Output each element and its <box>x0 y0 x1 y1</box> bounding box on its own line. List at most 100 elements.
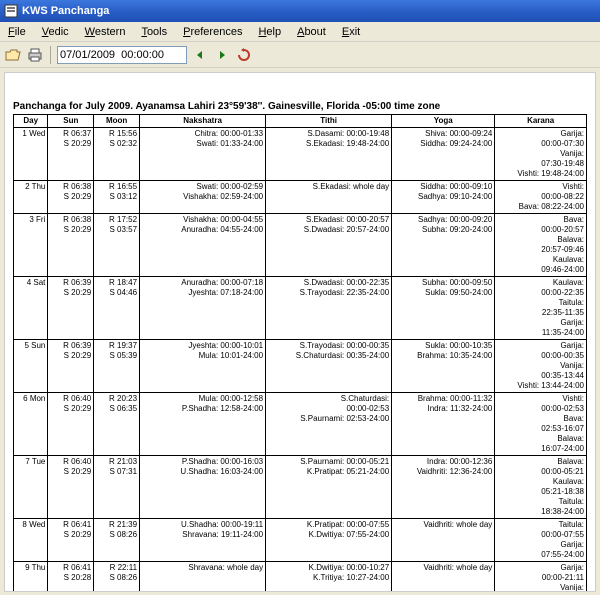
cell-day: 9 Thu <box>14 562 48 593</box>
cell-kar: Taitula: 00:00-07:55 Garija: 07:55-24:00 <box>495 519 587 562</box>
cell-tit: S.Dwadasi: 00:00-22:35 S.Trayodasi: 22:3… <box>266 277 392 340</box>
open-icon[interactable] <box>4 46 22 64</box>
menu-bar: File Vedic Western Tools Preferences Hel… <box>0 22 600 42</box>
cell-sun: R 06:41 S 20:29 <box>48 519 94 562</box>
cell-moon: R 21:03 S 07:31 <box>94 456 140 519</box>
cell-nak: Mula: 00:00-12:58 P.Shadha: 12:58-24:00 <box>140 393 266 456</box>
cell-yog: Sukla: 00:00-10:35 Brahma: 10:35-24:00 <box>392 340 495 393</box>
cell-yog: Siddha: 00:00-09:10 Sadhya: 09:10-24:00 <box>392 181 495 214</box>
cell-kar: Garija: 00:00-21:11 Vanija: <box>495 562 587 593</box>
menu-vedic[interactable]: Vedic <box>34 24 77 40</box>
cell-yog: Vaidhriti: whole day <box>392 519 495 562</box>
cell-moon: R 15:56 S 02:32 <box>94 128 140 181</box>
menu-western[interactable]: Western <box>77 24 134 40</box>
cell-sun: R 06:40 S 20:29 <box>48 456 94 519</box>
cell-sun: R 06:38 S 20:29 <box>48 181 94 214</box>
cell-day: 2 Thu <box>14 181 48 214</box>
table-row: 4 SatR 06:39 S 20:29R 18:47 S 04:46Anura… <box>14 277 587 340</box>
cell-sun: R 06:37 S 20:29 <box>48 128 94 181</box>
cell-yog: Vaidhriti: whole day <box>392 562 495 593</box>
menu-about[interactable]: About <box>289 24 334 40</box>
cell-moon: R 19:37 S 05:39 <box>94 340 140 393</box>
table-row: 8 WedR 06:41 S 20:29R 21:39 S 08:26U.Sha… <box>14 519 587 562</box>
table-row: 3 FriR 06:38 S 20:29R 17:52 S 03:57Visha… <box>14 214 587 277</box>
col-header: Yoga <box>392 115 495 128</box>
col-header: Tithi <box>266 115 392 128</box>
app-icon <box>4 4 18 18</box>
cell-day: 8 Wed <box>14 519 48 562</box>
cell-moon: R 17:52 S 03:57 <box>94 214 140 277</box>
cell-moon: R 20:23 S 06:35 <box>94 393 140 456</box>
cell-day: 4 Sat <box>14 277 48 340</box>
cell-tit: K.Pratipat: 00:00-07:55 K.Dwitiya: 07:55… <box>266 519 392 562</box>
menu-tools[interactable]: Tools <box>133 24 175 40</box>
col-header: Nakshatra <box>140 115 266 128</box>
toolbar <box>0 42 600 68</box>
cell-kar: Bava: 00:00-20:57 Balava: 20:57-09:46 Ka… <box>495 214 587 277</box>
toolbar-divider <box>50 46 51 64</box>
cell-tit: S.Ekadasi: 00:00-20:57 S.Dwadasi: 20:57-… <box>266 214 392 277</box>
cell-day: 1 Wed <box>14 128 48 181</box>
cell-day: 5 Sun <box>14 340 48 393</box>
cell-sun: R 06:39 S 20:29 <box>48 277 94 340</box>
col-header: Moon <box>94 115 140 128</box>
menu-help[interactable]: Help <box>250 24 289 40</box>
caption: Panchanga for July 2009. Ayanamsa Lahiri… <box>13 101 587 112</box>
cell-moon: R 22:11 S 08:26 <box>94 562 140 593</box>
cell-nak: Anuradha: 00:00-07:18 Jyeshta: 07:18-24:… <box>140 277 266 340</box>
cell-tit: S.Chaturdasi: 00:00-02:53 S.Paurnami: 02… <box>266 393 392 456</box>
cell-nak: Jyeshta: 00:00-10:01 Mula: 10:01-24:00 <box>140 340 266 393</box>
col-header: Day <box>14 115 48 128</box>
cell-nak: Vishakha: 00:00-04:55 Anuradha: 04:55-24… <box>140 214 266 277</box>
refresh-icon[interactable] <box>235 46 253 64</box>
cell-moon: R 18:47 S 04:46 <box>94 277 140 340</box>
next-arrow-icon[interactable] <box>213 46 231 64</box>
cell-yog: Shiva: 00:00-09:24 Siddha: 09:24-24:00 <box>392 128 495 181</box>
table-row: 5 SunR 06:39 S 20:29R 19:37 S 05:39Jyesh… <box>14 340 587 393</box>
table-row: 1 WedR 06:37 S 20:29R 15:56 S 02:32Chitr… <box>14 128 587 181</box>
content-area: Panchanga for July 2009. Ayanamsa Lahiri… <box>4 72 596 592</box>
table-row: 9 ThuR 06:41 S 20:28R 22:11 S 08:26Shrav… <box>14 562 587 593</box>
col-header: Sun <box>48 115 94 128</box>
prev-arrow-icon[interactable] <box>191 46 209 64</box>
menu-preferences[interactable]: Preferences <box>175 24 250 40</box>
cell-sun: R 06:38 S 20:29 <box>48 214 94 277</box>
cell-nak: U.Shadha: 00:00-19:11 Shravana: 19:11-24… <box>140 519 266 562</box>
cell-day: 6 Mon <box>14 393 48 456</box>
cell-tit: S.Trayodasi: 00:00-00:35 S.Chaturdasi: 0… <box>266 340 392 393</box>
table-row: 7 TueR 06:40 S 20:29R 21:03 S 07:31P.Sha… <box>14 456 587 519</box>
cell-kar: Balava: 00:00-05:21 Kaulava: 05:21-18:38… <box>495 456 587 519</box>
table-row: 6 MonR 06:40 S 20:29R 20:23 S 06:35Mula:… <box>14 393 587 456</box>
cell-tit: S.Ekadasi: whole day <box>266 181 392 214</box>
cell-tit: S.Paurnami: 00:00-05:21 K.Pratipat: 05:2… <box>266 456 392 519</box>
cell-day: 7 Tue <box>14 456 48 519</box>
col-header: Karana <box>495 115 587 128</box>
cell-nak: P.Shadha: 00:00-16:03 U.Shadha: 16:03-24… <box>140 456 266 519</box>
cell-nak: Shravana: whole day <box>140 562 266 593</box>
window-title: KWS Panchanga <box>22 5 109 17</box>
print-icon[interactable] <box>26 46 44 64</box>
cell-sun: R 06:41 S 20:28 <box>48 562 94 593</box>
cell-yog: Indra: 00:00-12:36 Vaidhriti: 12:36-24:0… <box>392 456 495 519</box>
cell-yog: Sadhya: 00:00-09:20 Subha: 09:20-24:00 <box>392 214 495 277</box>
cell-kar: Kaulava: 00:00-22:35 Taitula: 22:35-11:3… <box>495 277 587 340</box>
cell-kar: Garija: 00:00-00:35 Vanija: 00:35-13:44 … <box>495 340 587 393</box>
cell-nak: Chitra: 00:00-01:33 Swati: 01:33-24:00 <box>140 128 266 181</box>
cell-kar: Vishti: 00:00-08:22 Bava: 08:22-24:00 <box>495 181 587 214</box>
cell-tit: K.Dwitiya: 00:00-10:27 K.Tritiya: 10:27-… <box>266 562 392 593</box>
menu-file[interactable]: File <box>0 24 34 40</box>
cell-yog: Brahma: 00:00-11:32 Indra: 11:32-24:00 <box>392 393 495 456</box>
date-input[interactable] <box>57 46 187 64</box>
table-row: 2 ThuR 06:38 S 20:29R 16:55 S 03:12Swati… <box>14 181 587 214</box>
cell-yog: Subha: 00:00-09:50 Sukla: 09:50-24:00 <box>392 277 495 340</box>
panchanga-table: DaySunMoonNakshatraTithiYogaKarana 1 Wed… <box>13 114 587 592</box>
cell-kar: Vishti: 00:00-02:53 Bava: 02:53-16:07 Ba… <box>495 393 587 456</box>
cell-sun: R 06:39 S 20:29 <box>48 340 94 393</box>
cell-day: 3 Fri <box>14 214 48 277</box>
cell-moon: R 16:55 S 03:12 <box>94 181 140 214</box>
cell-sun: R 06:40 S 20:29 <box>48 393 94 456</box>
cell-tit: S.Dasami: 00:00-19:48 S.Ekadasi: 19:48-2… <box>266 128 392 181</box>
menu-exit[interactable]: Exit <box>334 24 368 40</box>
cell-nak: Swati: 00:00-02:59 Vishakha: 02:59-24:00 <box>140 181 266 214</box>
cell-moon: R 21:39 S 08:26 <box>94 519 140 562</box>
